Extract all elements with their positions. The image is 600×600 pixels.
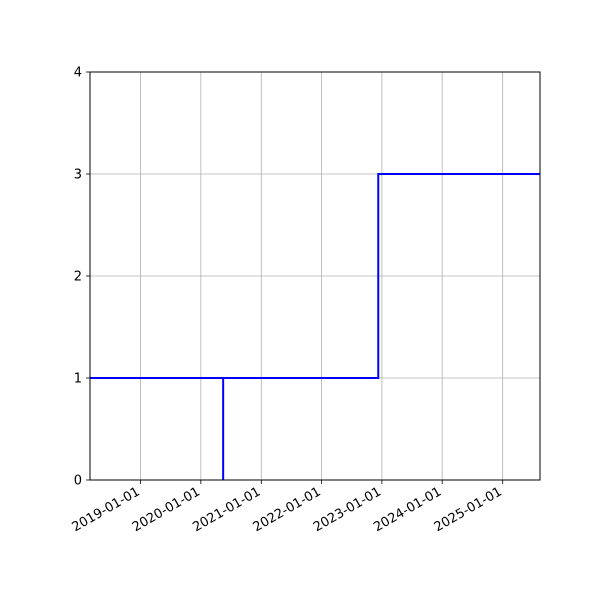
y-tick-label: 0	[74, 474, 82, 489]
y-tick-label: 2	[74, 270, 82, 285]
y-axis: 0 1 2 3 4	[74, 66, 90, 489]
y-tick-label: 4	[74, 66, 82, 81]
y-tick-label: 1	[74, 372, 82, 387]
series-layer	[90, 173, 540, 480]
y-tick-label: 3	[74, 168, 82, 183]
series-step-line	[90, 173, 540, 480]
